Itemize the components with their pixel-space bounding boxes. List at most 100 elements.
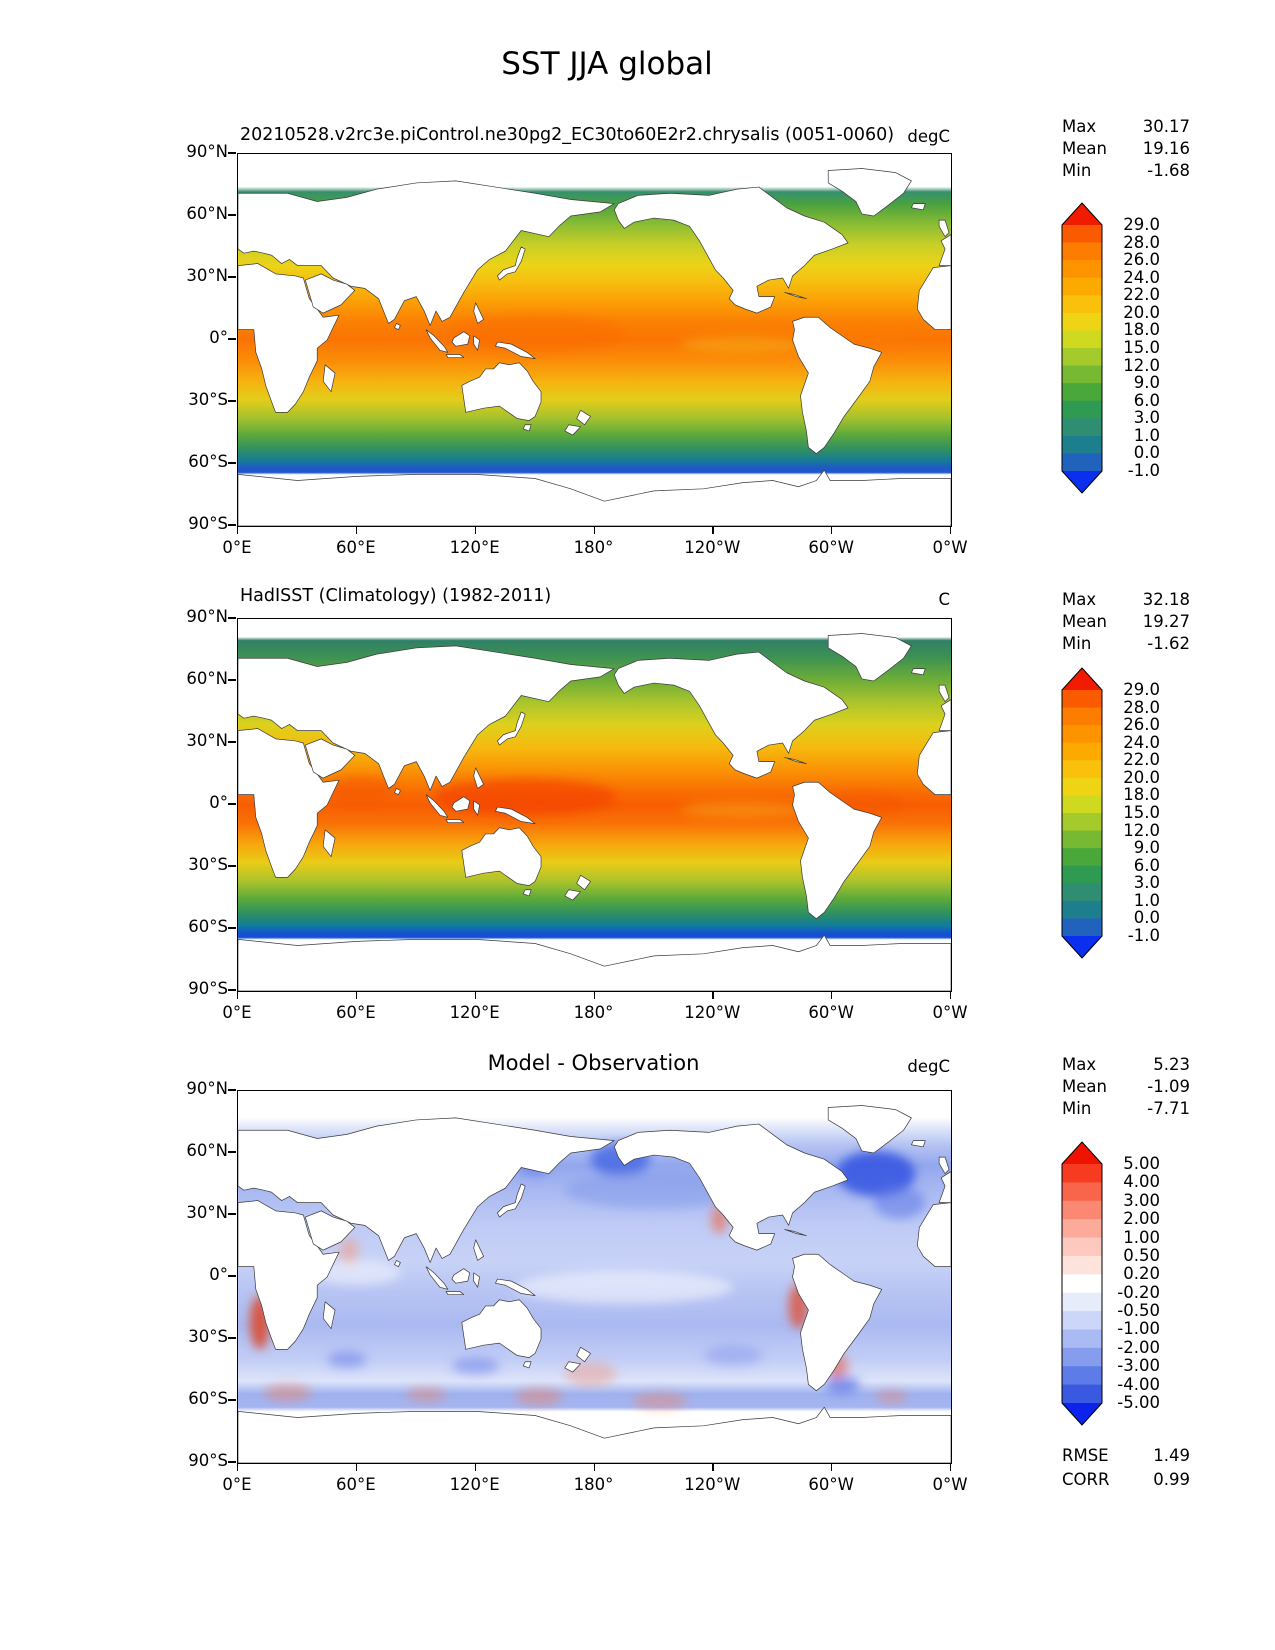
stat-value: 0.99	[1153, 1470, 1190, 1489]
stat-label: Min	[1062, 1099, 1092, 1118]
stat-value: -1.68	[1147, 161, 1190, 180]
y-tick	[228, 927, 236, 929]
colorbar-tick-label: 18.0	[1123, 320, 1160, 340]
y-tick	[228, 1151, 236, 1153]
x-tick	[355, 526, 358, 534]
y-tick-label: 60°N	[186, 669, 228, 688]
x-tick-label: 180°	[573, 538, 614, 557]
stat-value: 1.49	[1153, 1446, 1190, 1465]
stat-label: Mean	[1062, 139, 1107, 158]
stat-row: Mean 19.27	[1062, 611, 1190, 633]
x-tick-label: 0°W	[932, 538, 968, 557]
y-tick-label: 60°N	[186, 204, 228, 223]
colorbar-tick-label: -1.0	[1127, 461, 1160, 480]
y-tick	[228, 400, 236, 402]
colorbar-tick-label: 3.00	[1123, 1190, 1160, 1210]
panel-diff-stats: Max 5.23 Mean -1.09 Min -7.71	[1062, 1054, 1190, 1120]
x-tick	[831, 526, 833, 534]
colorbar-tick-label: -2.00	[1117, 1337, 1160, 1357]
colorbar-tick-label: 1.00	[1123, 1227, 1160, 1247]
y-tick	[228, 462, 236, 464]
colorbar-tick-label: -1.00	[1117, 1319, 1160, 1339]
colorbar-tick-label: 6.0	[1133, 390, 1160, 410]
colorbar-tick-label: 0.50	[1123, 1245, 1160, 1265]
colorbar-tick-label: 24.0	[1123, 267, 1160, 287]
x-tick-label: 0°E	[222, 1003, 252, 1022]
x-tick	[355, 1463, 358, 1471]
x-tick	[593, 526, 595, 534]
colorbar-tick-label: 6.0	[1133, 855, 1160, 875]
colorbar-tick-label: -1.0	[1127, 926, 1160, 945]
x-tick	[474, 991, 476, 999]
y-tick-label: 90°N	[186, 607, 228, 626]
y-tick-label: 60°S	[188, 917, 228, 936]
stat-value: 5.23	[1153, 1055, 1190, 1074]
colorbar-tick-label: 2.00	[1123, 1209, 1160, 1229]
x-tick-label: 180°	[573, 1003, 614, 1022]
y-tick-label: 90°S	[188, 979, 228, 998]
colorbar-tick-label: 24.0	[1123, 732, 1160, 752]
y-tick	[228, 276, 236, 278]
colorbar-tick-label: 20.0	[1123, 302, 1160, 322]
x-tick-label: 120°W	[684, 1003, 741, 1022]
y-tick	[228, 152, 236, 154]
stat-row: Max 30.17	[1062, 116, 1190, 138]
stat-label: CORR	[1062, 1470, 1110, 1489]
stat-row: Min -1.62	[1062, 633, 1190, 655]
colorbar-tick-label: 26.0	[1123, 250, 1160, 270]
stat-label: Max	[1062, 1055, 1097, 1074]
stat-label: Max	[1062, 117, 1097, 136]
stat-row: Min -7.71	[1062, 1098, 1190, 1120]
y-tick-label: 30°N	[186, 731, 228, 750]
panel-obs-units-label: C	[938, 590, 950, 609]
colorbar-tick-label: 1.0	[1133, 425, 1160, 445]
x-tick	[950, 526, 952, 534]
x-tick-label: 120°W	[684, 1475, 741, 1494]
x-tick	[474, 526, 476, 534]
panel-model-title: 20210528.v2rc3e.piControl.ne30pg2_EC30to…	[240, 125, 895, 145]
y-tick	[228, 1275, 236, 1277]
y-tick	[228, 989, 236, 991]
y-tick	[228, 741, 236, 743]
x-tick	[237, 991, 239, 999]
colorbar-tick-label: 28.0	[1123, 232, 1160, 252]
stat-row: CORR 0.99	[1062, 1468, 1190, 1492]
x-tick	[950, 1463, 952, 1471]
colorbar-tick-label: 12.0	[1123, 820, 1160, 840]
stat-label: Mean	[1062, 612, 1107, 631]
x-tick-label: 0°E	[222, 1475, 252, 1494]
y-tick-label: 90°S	[188, 514, 228, 533]
colorbar-tick-label: 12.0	[1123, 355, 1160, 375]
x-tick-label: 120°W	[684, 538, 741, 557]
x-tick	[593, 1463, 595, 1471]
colorbar-tick-label: 3.0	[1133, 408, 1160, 428]
map-model	[237, 153, 952, 527]
x-tick	[831, 1463, 833, 1471]
colorbar-tick-label: 29.0	[1123, 680, 1160, 699]
colorbar-tick-label: 0.20	[1123, 1264, 1160, 1284]
stat-row: Mean -1.09	[1062, 1076, 1190, 1098]
stat-row: Mean 19.16	[1062, 138, 1190, 160]
x-tick-label: 120°E	[449, 1003, 500, 1022]
x-tick-label: 60°W	[808, 538, 854, 557]
y-tick	[228, 214, 236, 216]
x-tick	[712, 526, 714, 534]
x-tick-label: 60°W	[808, 1003, 854, 1022]
y-tick-label: 30°N	[186, 266, 228, 285]
map-diff	[237, 1090, 952, 1464]
stat-row: Max 32.18	[1062, 589, 1190, 611]
panel-diff-title: Model - Observation	[487, 1051, 700, 1075]
y-tick	[228, 1213, 236, 1215]
y-tick	[228, 803, 236, 805]
colorbar-model	[1061, 202, 1103, 494]
y-tick-label: 30°S	[188, 855, 228, 874]
colorbar-tick-label: 29.0	[1123, 215, 1160, 234]
panel-obs-stats: Max 32.18 Mean 19.27 Min -1.62	[1062, 589, 1190, 655]
x-tick-label: 0°W	[932, 1475, 968, 1494]
x-tick-label: 0°W	[932, 1003, 968, 1022]
stat-label: Max	[1062, 590, 1097, 609]
y-tick-label: 90°S	[188, 1451, 228, 1470]
stat-value: -7.71	[1147, 1099, 1190, 1118]
y-tick-label: 30°S	[188, 1327, 228, 1346]
